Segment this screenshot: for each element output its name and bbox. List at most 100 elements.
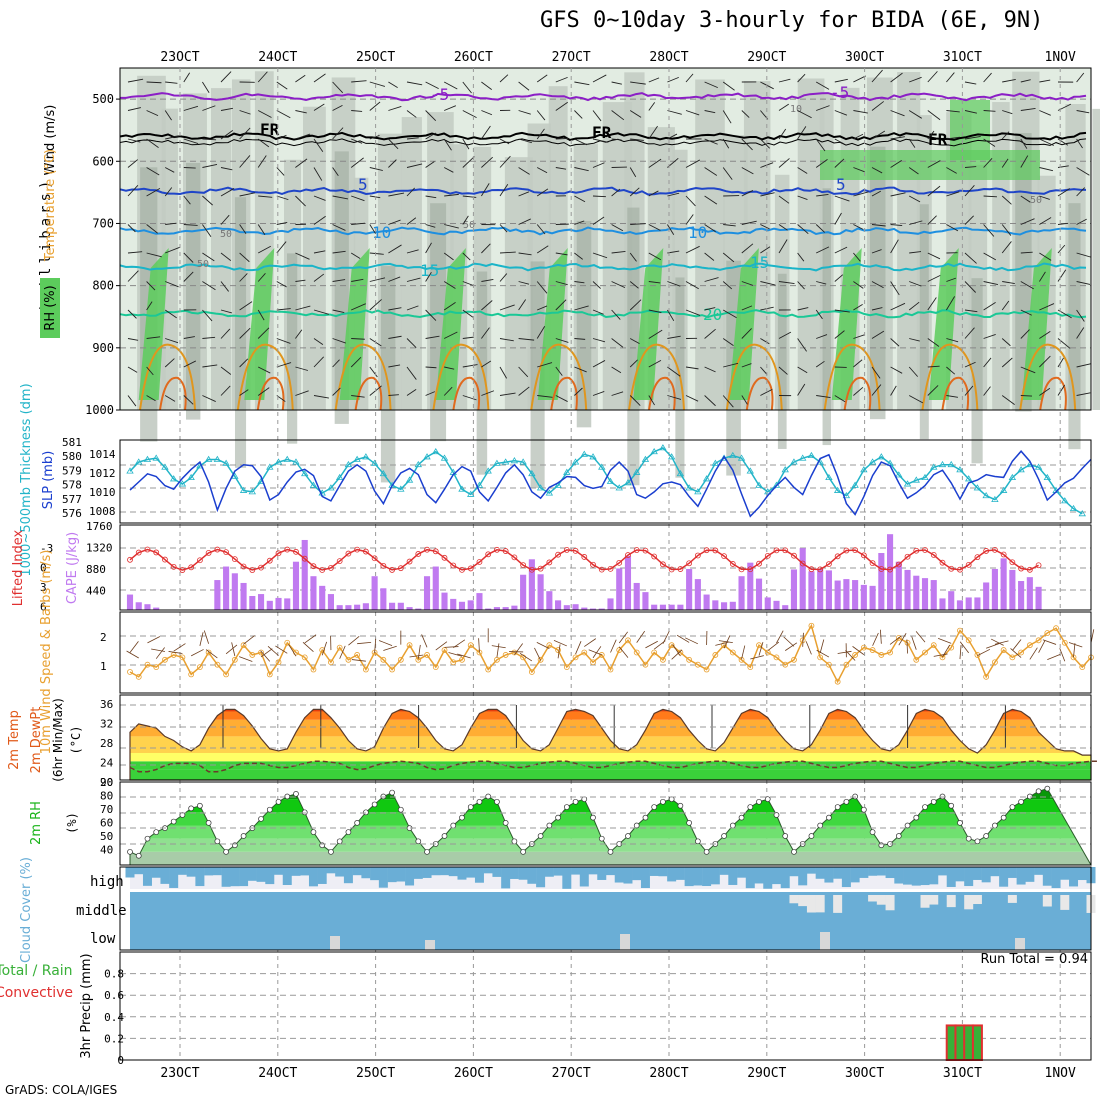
cape-bar: [983, 582, 990, 610]
rh-marker: [441, 833, 448, 839]
lifted-index-line-marker: [258, 564, 264, 571]
thickness-line-marker: [833, 486, 842, 493]
wind-speed-line-marker: [179, 654, 186, 661]
wind-barb: [723, 224, 736, 227]
wind-barb: [834, 212, 842, 225]
wind-barb: [983, 334, 996, 339]
cape-bar: [677, 604, 684, 610]
rh-marker: [179, 812, 186, 818]
thickness-line-marker: [877, 453, 886, 460]
wind-barb: [908, 395, 924, 404]
rh-marker: [1000, 814, 1007, 821]
wind-barb: [611, 81, 622, 85]
wind-barb: [369, 134, 380, 140]
lifted-index-line-marker: [983, 548, 990, 554]
lifted-index-line-marker: [616, 559, 623, 566]
wind-barb: [1001, 241, 1012, 254]
wind-barb: [1001, 195, 1012, 205]
wind-barb: [741, 138, 753, 151]
wind-barb: [946, 191, 960, 197]
wind-speed-line-marker: [511, 649, 518, 656]
wind-barb: [630, 81, 646, 85]
wind-speed-line-marker: [712, 652, 719, 658]
wind-barb: [797, 224, 809, 235]
wind-barb: [499, 155, 511, 168]
rh-marker: [467, 804, 474, 810]
wind-barb: [629, 187, 640, 197]
thickness-line-marker: [711, 459, 720, 466]
rh-marker: [153, 829, 160, 835]
wind-speed-line-marker: [686, 656, 693, 663]
wind-barb-10m: [592, 646, 602, 659]
wind-barb: [629, 110, 642, 118]
wind-barb-10m: [915, 631, 926, 643]
rh-marker: [590, 814, 596, 821]
lifted-index-line-marker: [389, 567, 395, 573]
wind-barb: [332, 224, 346, 231]
thickness-line-marker: [440, 454, 449, 461]
wind-barb: [555, 299, 567, 311]
wind-barb: [499, 224, 508, 233]
wind-barb: [760, 192, 775, 197]
cape-bar: [651, 604, 658, 610]
isotherm-label: 15: [750, 253, 769, 272]
wind-barb: [964, 185, 975, 197]
wind-speed-line-marker: [642, 661, 649, 668]
wind-barb: [220, 71, 232, 83]
lifted-index-line-marker: [1000, 551, 1007, 558]
bottom-date-label: 30OCT: [845, 1066, 884, 1081]
wind-barb: [908, 138, 916, 148]
wind-speed-line-marker: [1044, 630, 1051, 636]
thickness-line-marker: [283, 455, 291, 462]
cloud-high-bar: [160, 867, 170, 884]
wind-barb: [592, 390, 605, 396]
rh-marker: [764, 796, 771, 803]
isotherm-label: 50: [1030, 195, 1042, 206]
cloud-high-bar: [544, 867, 554, 877]
wind-barb: [964, 252, 977, 264]
lifted-index-line-marker: [721, 553, 727, 560]
lifted-index-line-marker: [380, 562, 387, 569]
rh-shade-dark: [627, 207, 640, 486]
wind-barb: [890, 159, 902, 168]
wind-speed-line-marker: [555, 647, 561, 653]
cape-bar: [642, 592, 649, 610]
wind-barb: [332, 250, 346, 254]
thickness-line-marker: [1069, 504, 1078, 512]
rh2m-ylabel: 2m RH: [29, 801, 44, 845]
wind-barb: [629, 395, 641, 406]
thickness-line-marker: [135, 458, 143, 465]
lifted-index-line-marker: [581, 554, 588, 560]
cape-bar: [624, 555, 632, 610]
wind-speed-line-marker: [223, 671, 230, 678]
wind-barb: [648, 102, 656, 111]
thickness-line-marker: [860, 466, 868, 473]
li-tick: 6: [40, 601, 47, 614]
wind-barb: [295, 195, 306, 207]
wind-barb: [927, 338, 940, 347]
thickness-line-marker: [589, 453, 597, 460]
cape-bar: [214, 580, 221, 610]
lifted-index-line-marker: [992, 546, 998, 553]
wind-speed-line-marker: [537, 656, 544, 663]
wind-barb: [871, 307, 883, 311]
rh-marker: [904, 822, 911, 829]
wind-barb: [388, 105, 402, 111]
wind-barb: [629, 299, 642, 311]
wind-barb-10m: [758, 642, 764, 656]
cape-bar: [380, 588, 387, 610]
cloud-high-bar: [771, 867, 781, 885]
wind-barb: [127, 338, 139, 341]
thickness-line-marker: [432, 447, 440, 455]
wind-barb: [1039, 138, 1054, 146]
wind-barb: [1057, 269, 1067, 282]
wind-barb: [648, 252, 662, 261]
wind-barb-10m: [260, 648, 273, 658]
wind-barb: [834, 110, 848, 116]
wind-barb-10m: [671, 649, 683, 660]
wind-barb-10m: [126, 650, 139, 659]
thickness-line-marker: [764, 488, 772, 495]
temp-ylabel-dewpt: 2m DewPt: [29, 707, 44, 774]
wind-barb: [257, 245, 271, 254]
